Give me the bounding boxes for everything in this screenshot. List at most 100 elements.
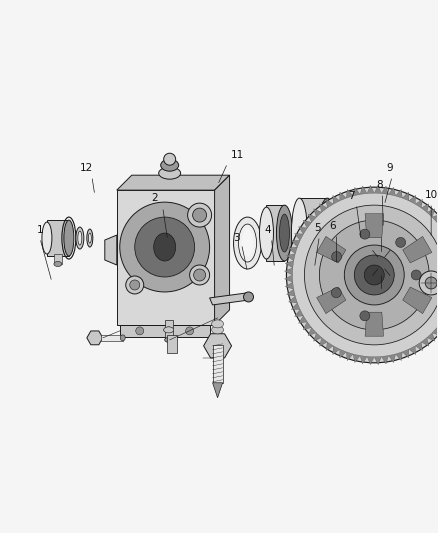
Circle shape bbox=[332, 247, 337, 252]
Text: 2: 2 bbox=[152, 193, 158, 203]
Ellipse shape bbox=[355, 238, 363, 262]
Polygon shape bbox=[87, 331, 103, 345]
Polygon shape bbox=[409, 195, 416, 204]
Circle shape bbox=[187, 203, 212, 227]
Polygon shape bbox=[346, 189, 353, 198]
Circle shape bbox=[164, 153, 176, 165]
Polygon shape bbox=[322, 202, 330, 208]
Polygon shape bbox=[402, 192, 409, 201]
Polygon shape bbox=[367, 185, 374, 193]
Circle shape bbox=[344, 245, 404, 305]
Bar bbox=[212, 345, 223, 383]
Ellipse shape bbox=[64, 220, 74, 256]
Circle shape bbox=[317, 222, 321, 227]
Polygon shape bbox=[322, 211, 330, 216]
Polygon shape bbox=[396, 352, 402, 361]
Bar bbox=[266, 205, 284, 261]
Polygon shape bbox=[402, 349, 409, 358]
Circle shape bbox=[350, 222, 357, 229]
Circle shape bbox=[364, 265, 384, 285]
Polygon shape bbox=[120, 325, 210, 337]
Bar bbox=[101, 335, 123, 341]
Polygon shape bbox=[421, 204, 429, 212]
Ellipse shape bbox=[239, 224, 257, 262]
Polygon shape bbox=[360, 356, 367, 364]
Polygon shape bbox=[326, 199, 333, 208]
Circle shape bbox=[334, 231, 338, 235]
Ellipse shape bbox=[322, 205, 346, 275]
Text: 6: 6 bbox=[329, 221, 336, 231]
Polygon shape bbox=[340, 192, 346, 201]
Polygon shape bbox=[322, 250, 330, 256]
Polygon shape bbox=[291, 240, 300, 247]
Circle shape bbox=[396, 237, 406, 247]
Circle shape bbox=[331, 288, 341, 298]
Polygon shape bbox=[365, 312, 384, 336]
Bar bbox=[167, 335, 177, 353]
Circle shape bbox=[419, 271, 438, 295]
Circle shape bbox=[356, 278, 363, 286]
Text: 12: 12 bbox=[80, 163, 93, 173]
Ellipse shape bbox=[241, 229, 254, 257]
Ellipse shape bbox=[212, 326, 223, 334]
Ellipse shape bbox=[212, 320, 223, 328]
Polygon shape bbox=[322, 230, 330, 236]
Polygon shape bbox=[340, 349, 346, 358]
Polygon shape bbox=[117, 190, 215, 325]
Text: 8: 8 bbox=[376, 180, 382, 190]
Ellipse shape bbox=[372, 236, 390, 290]
Polygon shape bbox=[415, 199, 423, 208]
Polygon shape bbox=[367, 357, 374, 365]
Polygon shape bbox=[212, 383, 223, 398]
Polygon shape bbox=[295, 310, 304, 317]
Text: 9: 9 bbox=[386, 163, 392, 173]
Circle shape bbox=[320, 208, 324, 213]
Circle shape bbox=[411, 270, 421, 280]
Polygon shape bbox=[314, 209, 321, 217]
Circle shape bbox=[360, 311, 370, 321]
Polygon shape bbox=[117, 175, 230, 190]
Polygon shape bbox=[396, 189, 402, 198]
Ellipse shape bbox=[330, 224, 338, 256]
Circle shape bbox=[334, 222, 338, 227]
Circle shape bbox=[194, 269, 205, 281]
Circle shape bbox=[319, 220, 429, 330]
Polygon shape bbox=[295, 233, 304, 240]
Circle shape bbox=[316, 231, 320, 235]
Ellipse shape bbox=[88, 233, 91, 243]
Polygon shape bbox=[365, 214, 384, 238]
Ellipse shape bbox=[159, 167, 180, 179]
Circle shape bbox=[363, 269, 370, 276]
Polygon shape bbox=[210, 293, 250, 305]
Polygon shape bbox=[303, 220, 311, 228]
Circle shape bbox=[360, 229, 370, 239]
Polygon shape bbox=[346, 352, 353, 361]
Ellipse shape bbox=[318, 198, 336, 268]
Polygon shape bbox=[353, 187, 360, 196]
Polygon shape bbox=[314, 333, 321, 341]
Ellipse shape bbox=[276, 205, 293, 261]
Ellipse shape bbox=[164, 327, 173, 333]
Circle shape bbox=[357, 215, 364, 222]
Polygon shape bbox=[415, 342, 423, 351]
Circle shape bbox=[359, 297, 369, 307]
Polygon shape bbox=[322, 211, 330, 216]
Bar bbox=[54, 254, 62, 264]
Text: 4: 4 bbox=[264, 225, 271, 235]
Ellipse shape bbox=[76, 227, 84, 249]
Circle shape bbox=[286, 187, 438, 363]
Polygon shape bbox=[285, 268, 293, 275]
Polygon shape bbox=[432, 214, 438, 222]
Polygon shape bbox=[308, 214, 316, 222]
Circle shape bbox=[190, 265, 210, 285]
Polygon shape bbox=[360, 298, 368, 305]
Polygon shape bbox=[333, 346, 340, 354]
Ellipse shape bbox=[78, 231, 82, 245]
Ellipse shape bbox=[120, 335, 125, 341]
Circle shape bbox=[135, 217, 194, 277]
Bar bbox=[300, 198, 327, 268]
Circle shape bbox=[320, 254, 324, 257]
Polygon shape bbox=[381, 356, 389, 364]
Text: 1: 1 bbox=[37, 225, 43, 235]
Bar bbox=[47, 220, 69, 256]
